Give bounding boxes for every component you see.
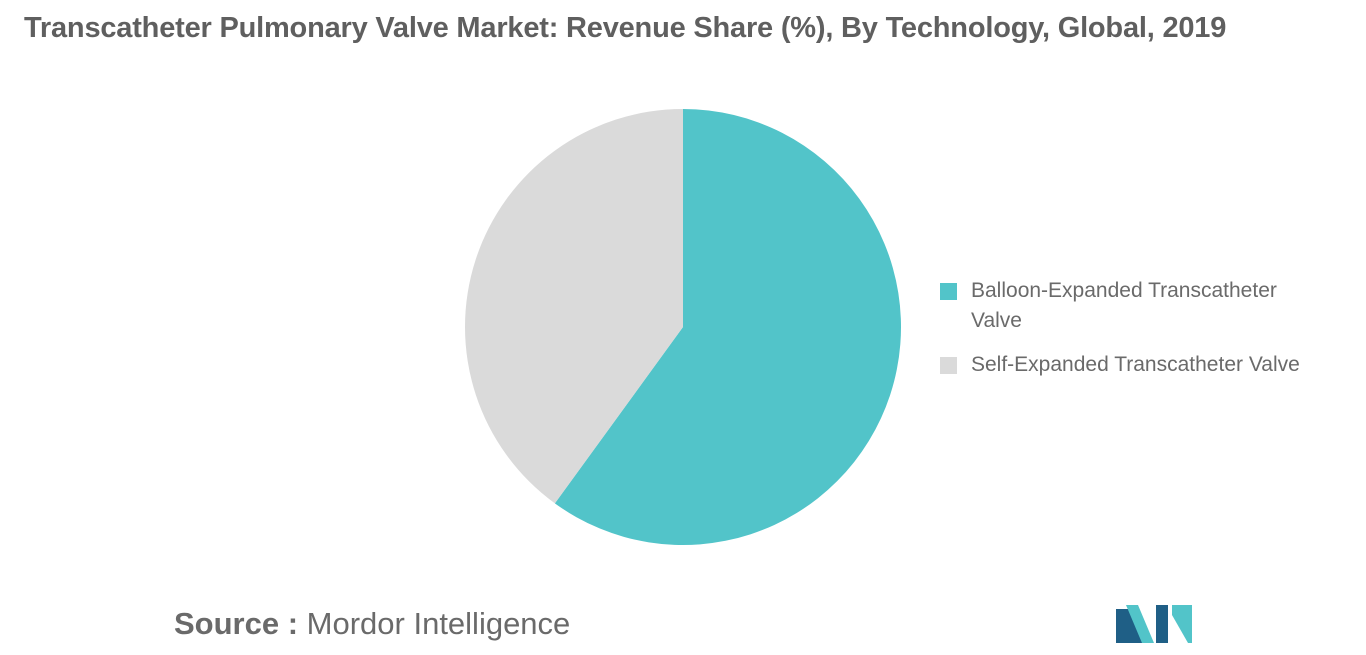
pie-slice-balloon-expanded-transcatheter-valve[interactable] bbox=[554, 109, 901, 545]
chart-title: Transcatheter Pulmonary Valve Market: Re… bbox=[24, 12, 1227, 44]
legend-label-balloon-expanded: Balloon-Expanded Transcatheter Valve bbox=[971, 279, 1277, 332]
pie-slice-self-expanded-transcatheter-valve[interactable] bbox=[465, 109, 683, 504]
legend-swatch-balloon-expanded bbox=[940, 283, 957, 300]
mordor-intelligence-logo-icon bbox=[1116, 605, 1192, 643]
source-credit: Source : Mordor Intelligence bbox=[174, 606, 570, 642]
legend: Balloon-Expanded Transcatheter Valve Sel… bbox=[940, 276, 1340, 394]
legend-item-balloon-expanded[interactable]: Balloon-Expanded Transcatheter Valve bbox=[940, 276, 1340, 336]
legend-item-self-expanded[interactable]: Self-Expanded Transcatheter Valve bbox=[940, 350, 1340, 380]
pie-chart bbox=[460, 104, 906, 550]
legend-swatch-self-expanded bbox=[940, 357, 957, 374]
source-text: Mordor Intelligence bbox=[306, 606, 571, 641]
pie-svg bbox=[465, 109, 901, 545]
legend-label-self-expanded: Self-Expanded Transcatheter Valve bbox=[971, 353, 1300, 376]
source-label: Source : bbox=[174, 606, 299, 641]
